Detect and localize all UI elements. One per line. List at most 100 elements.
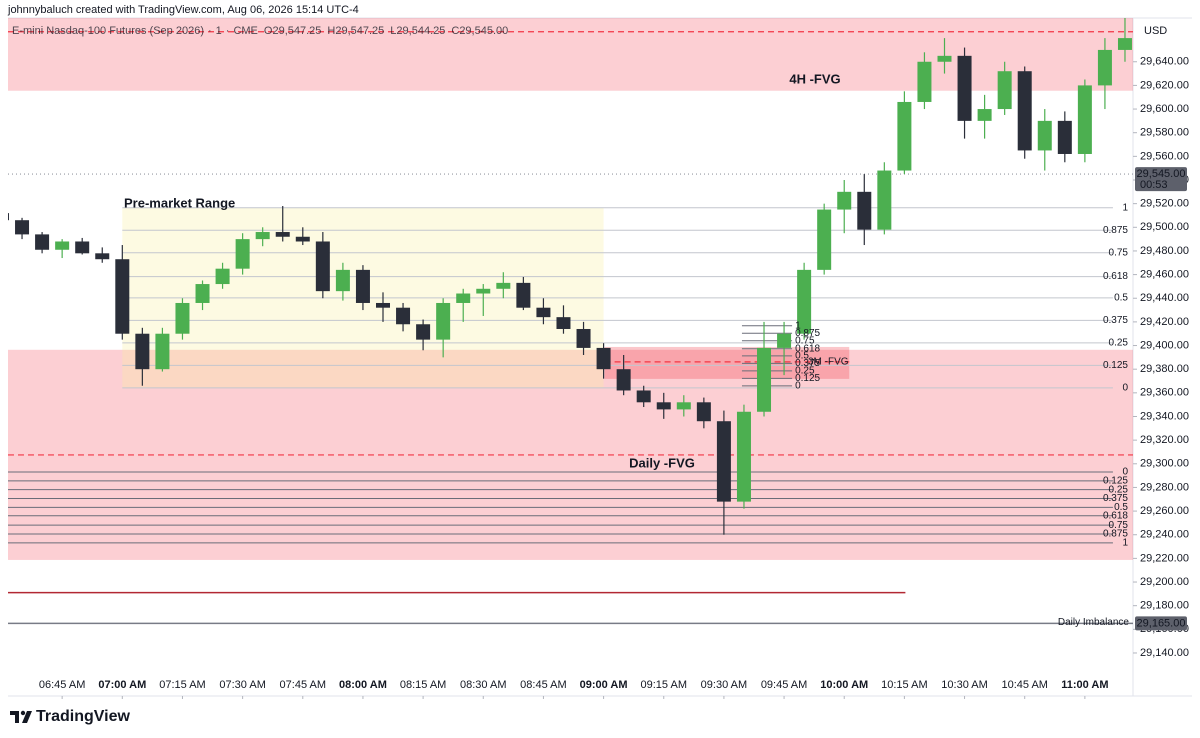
candle-body (275, 232, 290, 237)
fib-label: 0.25 (795, 365, 815, 376)
legend: E-mini Nasdaq-100 Futures (Sep 2026) · 1 · C… (12, 25, 508, 37)
price-label: 29,165.00 (1137, 617, 1186, 629)
fib-label: 1 (1122, 202, 1128, 213)
ohlc-key: L (390, 25, 396, 37)
candle-body (295, 236, 310, 242)
candle-body (716, 421, 731, 502)
fib-label: 1 (795, 320, 801, 331)
candle-body (917, 61, 932, 102)
candle-body (676, 402, 691, 410)
x-tick-label: 08:00 AM (339, 679, 387, 691)
candle-body (255, 232, 270, 240)
candle-body (897, 101, 912, 171)
ohlc-value: 29,545.00 (459, 25, 508, 37)
x-tick-label: 09:45 AM (761, 679, 807, 691)
y-tick-label: 29,480.00 (1140, 245, 1189, 257)
candle-body (1017, 71, 1032, 151)
candle-body (155, 333, 170, 370)
fib-label: 0.875 (795, 328, 820, 339)
candle-body (1057, 120, 1072, 154)
candle-body (496, 282, 511, 289)
fib-label: 0.75 (1109, 247, 1129, 258)
y-tick-label: 29,360.00 (1140, 387, 1189, 399)
ohlc-value: 29,547.25 (272, 25, 321, 37)
fib-label: 0.5 (1114, 502, 1128, 513)
candle-body (696, 402, 711, 422)
currency: USD (1144, 25, 1167, 37)
symbol: E-mini Nasdaq-100 Futures (Sep 2026) (12, 25, 204, 37)
y-tick-label: 29,300.00 (1140, 458, 1189, 470)
candle-body (596, 347, 611, 370)
fib-label: 0.125 (1103, 475, 1128, 486)
candle-body (396, 307, 411, 325)
fib-label: 0.875 (1103, 529, 1128, 540)
logo-icon (22, 711, 32, 723)
logo-text: TradingView (36, 708, 131, 725)
credit: johnnybaluch created with TradingView.co… (7, 4, 359, 16)
ohlc-key: C (451, 25, 459, 37)
ohlc-key: O (264, 25, 273, 37)
zone-label: 4H -FVG (789, 71, 840, 86)
logo-icon (20, 710, 26, 716)
y-tick-label: 29,500.00 (1140, 221, 1189, 233)
candle-body (8, 213, 9, 221)
y-tick-label: 29,140.00 (1140, 647, 1189, 659)
ohlc-value: 29,547.25 (335, 25, 384, 37)
y-tick-label: 29,620.00 (1140, 79, 1189, 91)
logo-icon (10, 711, 19, 723)
fib-label: 0.125 (795, 373, 820, 384)
level-label: Daily Imbalance (1058, 617, 1130, 628)
y-tick-label: 29,380.00 (1140, 363, 1189, 375)
candle-body (516, 282, 531, 308)
fib-label: 0 (1122, 383, 1128, 394)
fib-label: 0.75 (795, 335, 815, 346)
candle-body (456, 293, 471, 303)
candle-body (135, 333, 150, 370)
candle-body (837, 191, 852, 210)
candle-body (75, 241, 90, 254)
y-tick-label: 29,240.00 (1140, 529, 1189, 541)
y-tick-label: 29,260.00 (1140, 505, 1189, 517)
y-tick-label: 29,400.00 (1140, 339, 1189, 351)
fib-label: 0.25 (1109, 337, 1129, 348)
candle-body (997, 71, 1012, 110)
candle-body (355, 269, 370, 303)
fib-label: 0.375 (1103, 493, 1128, 504)
x-tick-label: 11:00 AM (1061, 679, 1108, 691)
candle-body (1077, 85, 1092, 154)
fib-label: 0.618 (1103, 510, 1128, 521)
y-tick-label: 29,200.00 (1140, 576, 1189, 588)
zone-label: 3M -FVG (808, 357, 849, 368)
y-tick-label: 29,640.00 (1140, 56, 1189, 68)
fib-label: 0.75 (1109, 520, 1129, 531)
fib-label: 0.875 (1103, 225, 1128, 236)
x-tick-label: 08:45 AM (520, 679, 566, 691)
candle-body (335, 269, 350, 292)
candle-body (536, 307, 551, 318)
candle-body (175, 302, 190, 334)
candle-body (1117, 38, 1132, 50)
candle-body (115, 259, 130, 334)
y-tick-label: 29,580.00 (1140, 127, 1189, 139)
price-label-box (1135, 616, 1187, 631)
y-tick-label: 29,220.00 (1140, 552, 1189, 564)
x-tick-label: 09:00 AM (580, 679, 628, 691)
x-tick-label: 07:30 AM (219, 679, 265, 691)
fib-label: 0.375 (1103, 315, 1128, 326)
price-label-box (1135, 167, 1187, 192)
candle-body (736, 411, 751, 502)
fib-label: 0 (1122, 467, 1128, 478)
candle-body (436, 302, 451, 340)
fib-label: 1 (1122, 538, 1128, 549)
zone (8, 18, 1133, 91)
x-tick-label: 06:45 AM (39, 679, 85, 691)
candle-body (556, 317, 571, 329)
candle-body (15, 220, 30, 235)
candle-body (817, 209, 832, 270)
y-tick-label: 29,520.00 (1140, 198, 1189, 210)
zone-label: Daily -FVG (629, 455, 695, 470)
y-tick-label: 29,280.00 (1140, 481, 1189, 493)
y-tick-label: 29,180.00 (1140, 600, 1189, 612)
candle-body (376, 302, 390, 308)
candle-body (977, 109, 992, 121)
